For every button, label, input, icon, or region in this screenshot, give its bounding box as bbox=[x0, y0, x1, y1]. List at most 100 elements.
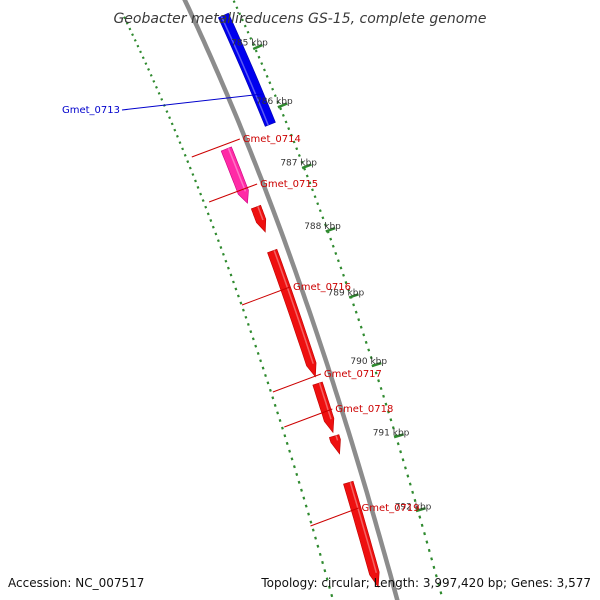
outer-guide-dot bbox=[170, 122, 174, 126]
inner-guide-dot bbox=[423, 532, 426, 536]
gene-arrow[interactable] bbox=[218, 12, 276, 127]
inner-guide-dot bbox=[387, 410, 390, 414]
inner-guide-dot bbox=[437, 582, 441, 587]
inner-guide-dot bbox=[391, 426, 395, 430]
inner-guide-dot bbox=[318, 209, 322, 213]
outer-guide-dot bbox=[246, 322, 250, 326]
kbp-tick bbox=[277, 102, 288, 109]
outer-guide-dot bbox=[281, 426, 284, 430]
inner-guide-dot bbox=[289, 133, 293, 137]
inner-guide-dot bbox=[295, 147, 299, 151]
outer-guide-dot bbox=[186, 160, 190, 164]
gene-arrow[interactable] bbox=[250, 204, 267, 233]
outer-guide-dot bbox=[191, 173, 195, 176]
inner-guide-dot bbox=[321, 216, 325, 220]
outer-guide-dot bbox=[259, 359, 263, 363]
inner-guide-dot bbox=[374, 371, 378, 375]
outer-guide-dot bbox=[323, 569, 327, 573]
gene-callout-line bbox=[284, 408, 333, 428]
gene-arrow[interactable] bbox=[312, 381, 335, 434]
outer-guide-dot bbox=[226, 266, 230, 270]
kbp-tick-label: 786 kbp bbox=[256, 97, 293, 107]
outer-guide-dot bbox=[321, 560, 324, 565]
inner-guide-dot bbox=[271, 87, 275, 91]
outer-guide-dot bbox=[209, 219, 213, 222]
inner-guide-dot bbox=[232, 0, 236, 4]
gene-label[interactable]: Gmet_0719 bbox=[362, 503, 420, 514]
inner-guide-dot bbox=[243, 24, 247, 28]
gene-label[interactable]: Gmet_0716 bbox=[293, 282, 351, 293]
outer-guide-dot bbox=[300, 488, 303, 492]
outer-guide-dot bbox=[325, 577, 329, 581]
outer-guide-dot bbox=[144, 62, 148, 65]
outer-guide-dot bbox=[196, 186, 200, 189]
inner-guide-dot bbox=[379, 386, 383, 391]
gene-features bbox=[218, 12, 380, 588]
outer-guide-dot bbox=[232, 280, 235, 284]
gene-arrow[interactable] bbox=[343, 480, 380, 588]
inner-guide-dot bbox=[257, 55, 261, 59]
outer-guide-dot bbox=[256, 351, 260, 355]
outer-guide-dot bbox=[330, 593, 334, 598]
inner-guide-dot bbox=[439, 591, 443, 595]
inner-guide-dot bbox=[238, 12, 242, 16]
inner-guide-dot bbox=[246, 30, 250, 34]
gene-arrow-shine bbox=[273, 250, 314, 364]
kbp-tick bbox=[415, 507, 426, 513]
map-title: Geobacter metallireducens GS-15, complet… bbox=[113, 11, 486, 27]
inner-guide-dot bbox=[364, 340, 368, 344]
gene-callout-line bbox=[241, 286, 291, 306]
outer-guide-dot bbox=[297, 480, 301, 484]
outer-guide-dot bbox=[236, 294, 240, 298]
inner-guide-dot bbox=[427, 548, 431, 553]
outer-guide-dot bbox=[155, 85, 158, 89]
gene-arrow[interactable] bbox=[267, 248, 317, 378]
kbp-tick-label: 788 kbp bbox=[304, 222, 341, 232]
outer-guide-dot bbox=[261, 366, 265, 370]
outer-guide-dot bbox=[318, 552, 322, 556]
gene-label[interactable]: Gmet_0713 bbox=[62, 105, 120, 116]
inner-guide-dot bbox=[404, 466, 407, 470]
outer-guide-dot bbox=[316, 544, 320, 548]
outer-guide-dot bbox=[149, 73, 153, 77]
gene-label[interactable]: Gmet_0715 bbox=[260, 179, 318, 190]
outer-guide-dot bbox=[273, 403, 277, 407]
accession-label: Accession: NC_007517 bbox=[8, 576, 144, 590]
inner-guide-dot bbox=[249, 37, 253, 40]
outer-guide-dot bbox=[239, 301, 243, 305]
outer-guide-dot bbox=[133, 39, 137, 42]
outer-guide-dot bbox=[288, 449, 292, 453]
gene-label[interactable]: Gmet_0718 bbox=[335, 404, 393, 415]
inner-guide-dot bbox=[276, 100, 280, 104]
inner-guide-dot bbox=[329, 237, 333, 241]
inner-guide-dot bbox=[362, 333, 366, 337]
outer-guide-dot bbox=[188, 166, 192, 170]
outer-guide-dot bbox=[131, 33, 134, 37]
kbp-tick-label: 785 kbp bbox=[231, 39, 268, 49]
inner-guide-dot bbox=[260, 62, 264, 66]
dotted-guide-tracks bbox=[123, 0, 443, 598]
inner-guide-dot bbox=[411, 490, 415, 494]
inner-guide-dot bbox=[396, 442, 400, 446]
inner-guide-dot bbox=[268, 81, 272, 85]
inner-guide-dot bbox=[420, 523, 424, 527]
outer-guide-dot bbox=[141, 56, 145, 60]
kbp-tick bbox=[371, 361, 382, 368]
gene-callout-line bbox=[208, 183, 258, 203]
inner-guide-dot bbox=[265, 74, 269, 78]
outer-guide-dot bbox=[139, 50, 142, 54]
kbp-tick bbox=[393, 433, 405, 439]
outer-guide-dot bbox=[266, 381, 270, 385]
outer-guide-dot bbox=[206, 212, 210, 216]
outer-guide-dot bbox=[175, 134, 179, 138]
inner-guide-dot bbox=[331, 244, 335, 248]
outer-guide-dot bbox=[181, 147, 185, 151]
inner-guide-dot bbox=[344, 281, 348, 285]
gene-arrow[interactable] bbox=[329, 434, 341, 455]
inner-guide-dot bbox=[389, 418, 393, 422]
outer-guide-dot bbox=[328, 585, 331, 589]
gene-arrow[interactable] bbox=[220, 146, 249, 204]
gene-label[interactable]: Gmet_0714 bbox=[243, 134, 301, 145]
gene-label[interactable]: Gmet_0717 bbox=[324, 369, 382, 380]
outer-guide-dot bbox=[292, 465, 296, 469]
